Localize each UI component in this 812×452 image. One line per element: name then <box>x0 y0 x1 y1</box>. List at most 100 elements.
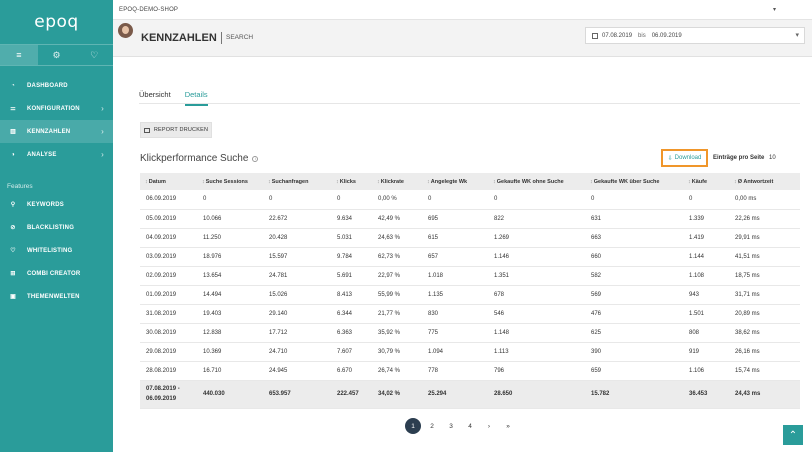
sidebar-item-themenwelten[interactable]: ▣ THEMENWELTEN <box>0 285 113 308</box>
sidebar-item-label: KONFIGURATION <box>27 105 80 112</box>
column-header[interactable]: ↕Datum <box>140 173 197 190</box>
column-header[interactable]: ↕Gekaufte WK ohne Suche <box>488 173 585 190</box>
table-cell: 55,99 % <box>372 285 422 305</box>
table-cell: 16.710 <box>197 361 263 381</box>
table-cell: 546 <box>488 304 585 324</box>
table-cell: 9.784 <box>331 247 372 267</box>
column-header[interactable]: ↕Suche Sessions <box>197 173 263 190</box>
gear-icon[interactable]: ⚙ <box>52 49 61 60</box>
sidebar-item-kennzahlen[interactable]: ▥ KENNZAHLEN › <box>0 120 113 143</box>
last-page-button[interactable]: » <box>506 422 510 430</box>
table-cell: 20,89 ms <box>729 304 800 324</box>
features-nav: ⚲ KEYWORDS ⊘ BLACKLISTING ♡ WHITELISTING… <box>0 193 113 308</box>
table-cell: 0,00 ms <box>729 190 800 210</box>
sidebar-item-analyse[interactable]: ◑ ANALYSE › <box>0 143 113 166</box>
chart-icon: ▥ <box>10 129 16 135</box>
avatar[interactable] <box>118 23 133 38</box>
sidebar-item-label: KENNZAHLEN <box>27 128 71 135</box>
date-range-picker[interactable]: 07.08.2019 bis 06.09.2019 ▾ <box>585 27 805 44</box>
sidebar-item-keywords[interactable]: ⚲ KEYWORDS <box>0 193 113 216</box>
table-cell: 663 <box>585 228 683 248</box>
chevron-down-icon[interactable]: ▾ <box>772 7 776 13</box>
table-row: 30.08.2019 12.838 17.712 6.363 35,92 % 775 1.1… <box>140 323 800 343</box>
total-cell: 36.453 <box>683 380 729 409</box>
info-icon[interactable]: i <box>252 155 259 162</box>
column-header[interactable]: ↕Suchanfragen <box>263 173 331 190</box>
table-cell: 0 <box>197 190 263 210</box>
download-button[interactable]: ⇩ Download <box>661 149 708 167</box>
table-cell: 15.597 <box>263 247 331 267</box>
logo[interactable]: epoq <box>34 12 79 32</box>
table-cell: 1.108 <box>683 266 729 286</box>
sidebar-item-blacklisting[interactable]: ⊘ BLACKLISTING <box>0 216 113 239</box>
column-header[interactable]: ↕Klickrate <box>372 173 422 190</box>
table-cell: 35,92 % <box>372 323 422 343</box>
sort-icon: ↕ <box>427 178 430 185</box>
table-cell: 24.945 <box>263 361 331 381</box>
tab-uebersicht[interactable]: Übersicht <box>139 90 171 99</box>
page-1-button[interactable]: 1 <box>405 418 421 434</box>
table-cell: 625 <box>585 323 683 343</box>
sidebar-item-dashboard[interactable]: ◔ DASHBOARD <box>0 74 113 97</box>
next-page-button[interactable]: › <box>487 422 491 430</box>
column-header[interactable]: ↕Klicks <box>331 173 372 190</box>
column-header-label: Klicks <box>339 178 356 185</box>
table-cell: 615 <box>422 228 488 248</box>
total-cell: 653.957 <box>263 380 331 409</box>
sidebar-item-konfiguration[interactable]: ⚌ KONFIGURATION › <box>0 97 113 120</box>
table-cell: 31.08.2019 <box>140 304 197 324</box>
features-heading: Features <box>7 183 33 190</box>
table-row: 29.08.2019 10.369 24.710 7.607 30,79 % 1.094 1… <box>140 342 800 362</box>
column-header[interactable]: ↕Käufe <box>683 173 729 190</box>
table-cell: 22,26 ms <box>729 209 800 229</box>
table-cell: 778 <box>422 361 488 381</box>
page-3-button[interactable]: 3 <box>449 422 453 430</box>
bulb-icon[interactable]: ♡ <box>90 49 99 60</box>
report-print-button[interactable]: REPORT DRUCKEN <box>140 122 212 138</box>
table-cell: 5.031 <box>331 228 372 248</box>
date-separator: bis <box>638 32 646 39</box>
table-cell: 18.976 <box>197 247 263 267</box>
table-cell: 796 <box>488 361 585 381</box>
table-cell: 26,16 ms <box>729 342 800 362</box>
table-cell: 15,74 ms <box>729 361 800 381</box>
column-header[interactable]: ↕Gekaufte WK über Suche <box>585 173 683 190</box>
table-cell: 24.781 <box>263 266 331 286</box>
table-cell: 03.09.2019 <box>140 247 197 267</box>
column-header[interactable]: ↕Ø Antwortzeit <box>729 173 800 190</box>
column-header-label: Klickrate <box>380 178 404 185</box>
sidebar-item-combi-creator[interactable]: ⊞ COMBI CREATOR <box>0 262 113 285</box>
table-cell: 8.413 <box>331 285 372 305</box>
page-4-button[interactable]: 4 <box>468 422 472 430</box>
chevron-right-icon: › <box>101 127 104 136</box>
chevron-right-icon: › <box>101 150 104 159</box>
table-cell: 24.710 <box>263 342 331 362</box>
table-cell: 808 <box>683 323 729 343</box>
image-icon: ▣ <box>10 294 16 300</box>
sidebar-item-label: BLACKLISTING <box>27 224 75 231</box>
sidebar-item-whitelisting[interactable]: ♡ WHITELISTING <box>0 239 113 262</box>
table-cell: 1.018 <box>422 266 488 286</box>
scroll-top-button[interactable]: ⌃ <box>783 425 803 445</box>
menu-icon[interactable]: ≡ <box>0 45 38 65</box>
column-header[interactable]: ↕Angelegte Wk <box>422 173 488 190</box>
table-cell: 24,63 % <box>372 228 422 248</box>
column-header-label: Suche Sessions <box>205 178 248 185</box>
table-cell: 11.250 <box>197 228 263 248</box>
table-cell: 18,75 ms <box>729 266 800 286</box>
tab-details[interactable]: Details <box>184 90 208 106</box>
page-2-button[interactable]: 2 <box>430 422 434 430</box>
per-page-select[interactable]: 10 <box>769 155 776 161</box>
table-cell: 13.654 <box>197 266 263 286</box>
section-title-text: Klickperformance Suche <box>140 153 249 164</box>
sort-icon: ↕ <box>688 178 691 185</box>
table-cell: 1.135 <box>422 285 488 305</box>
shop-name[interactable]: EPOQ-DEMO-SHOP <box>119 6 179 13</box>
table-cell: 660 <box>585 247 683 267</box>
sort-icon: ↕ <box>734 178 737 185</box>
table-header-row: ↕Datum ↕Suche Sessions ↕Suchanfragen ↕Klick… <box>140 173 800 190</box>
column-header-label: Gekaufte WK über Suche <box>593 178 660 185</box>
column-header-label: Datum <box>148 178 166 185</box>
sidebar-item-label: WHITELISTING <box>27 247 73 254</box>
total-cell: 25.294 <box>422 380 488 409</box>
